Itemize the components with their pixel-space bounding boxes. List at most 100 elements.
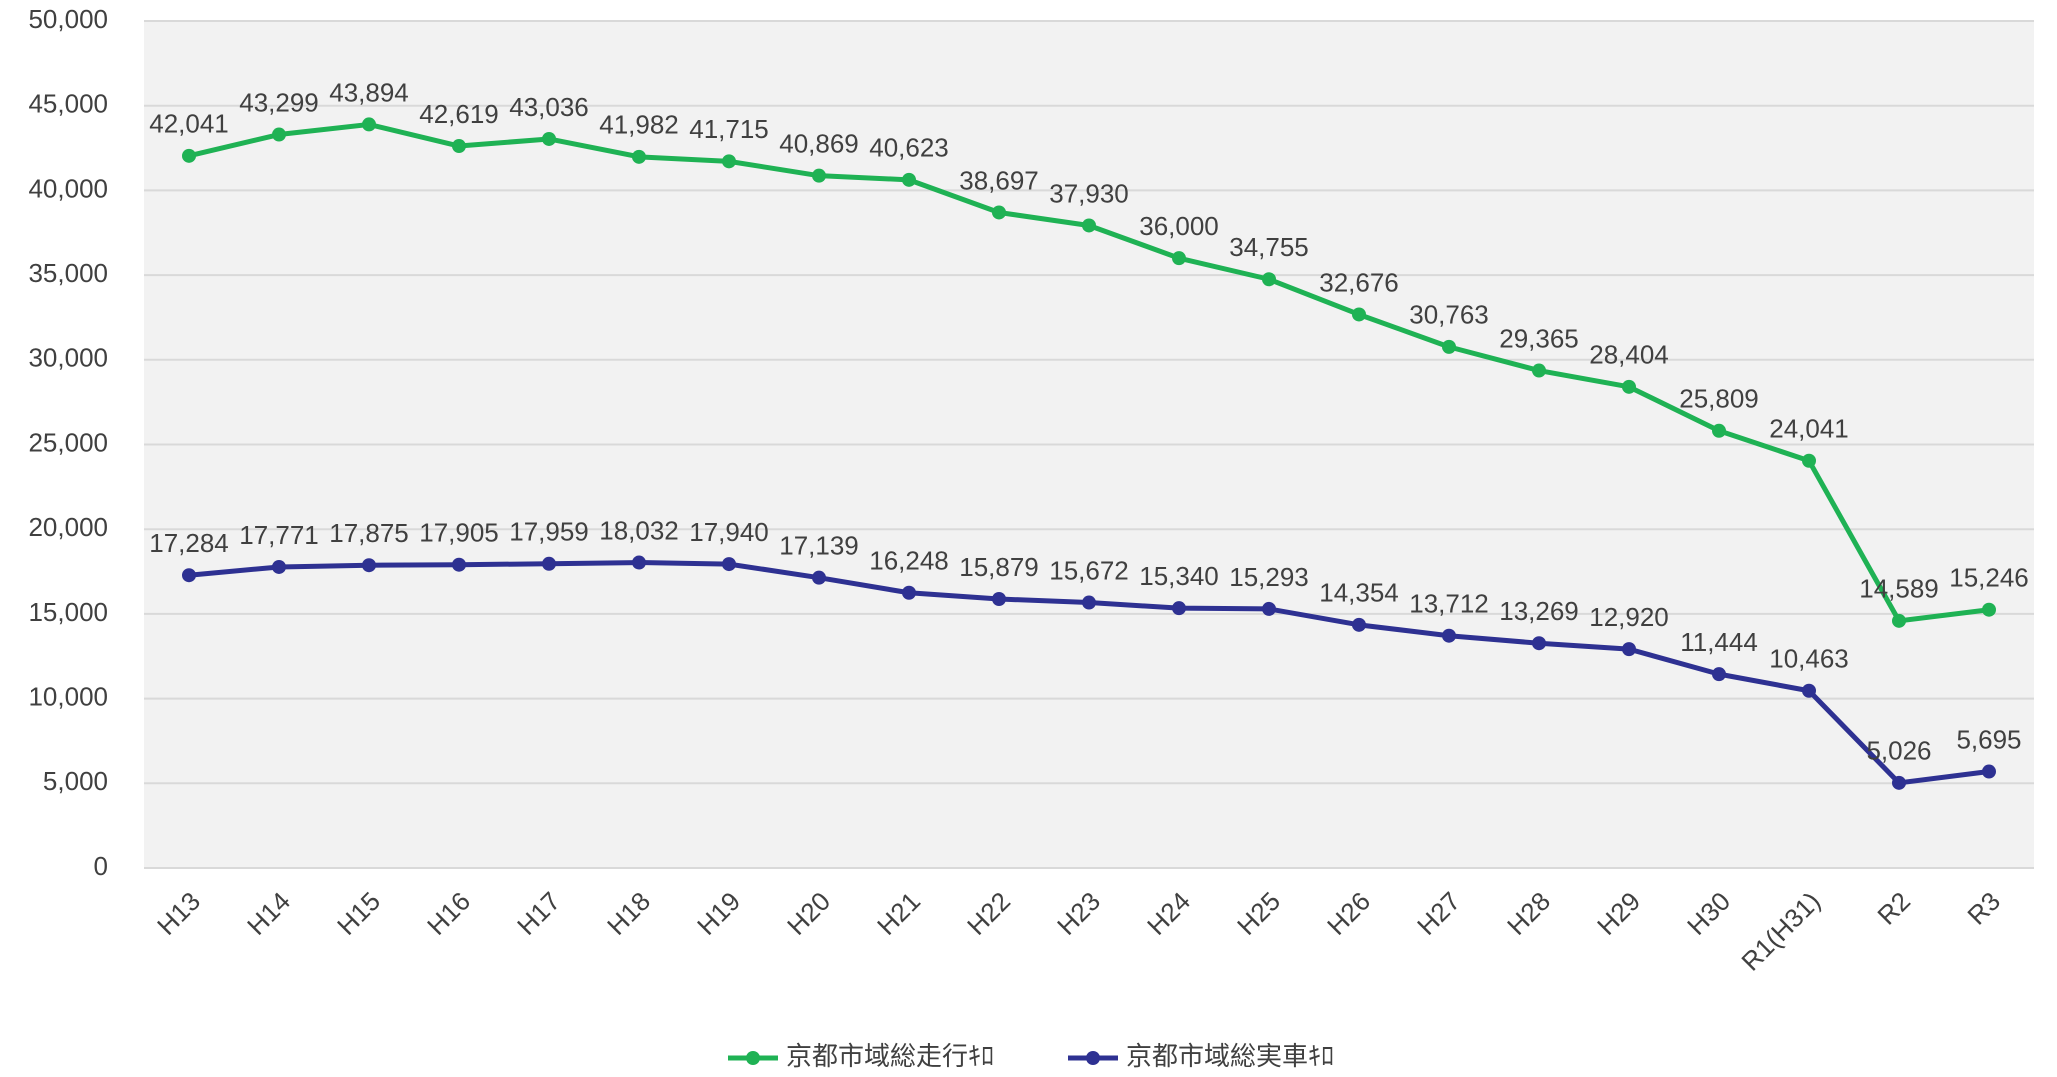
data-label: 17,959 xyxy=(509,517,589,547)
legend-marker xyxy=(746,1051,760,1065)
x-tick-label: H22 xyxy=(961,886,1016,941)
point xyxy=(632,149,646,164)
x-tick-label: H18 xyxy=(601,886,656,941)
point xyxy=(992,592,1006,607)
data-label: 17,771 xyxy=(239,520,319,550)
y-tick-label: 50,000 xyxy=(28,4,108,34)
data-label: 12,920 xyxy=(1589,602,1669,632)
data-label: 17,139 xyxy=(779,531,859,561)
data-label: 38,697 xyxy=(959,165,1039,195)
data-label: 43,299 xyxy=(239,87,319,117)
point xyxy=(182,568,196,583)
point xyxy=(992,205,1006,220)
y-tick-label: 20,000 xyxy=(28,512,108,542)
point xyxy=(1442,339,1456,354)
point xyxy=(272,127,286,142)
data-label: 15,246 xyxy=(1949,563,2029,593)
point xyxy=(542,556,556,571)
data-label: 25,809 xyxy=(1679,384,1759,414)
point xyxy=(902,172,916,187)
x-tick-label: H24 xyxy=(1141,886,1196,941)
data-label: 15,879 xyxy=(959,552,1039,582)
point xyxy=(1262,272,1276,287)
x-tick-label: H15 xyxy=(331,886,386,941)
y-tick-label: 15,000 xyxy=(28,597,108,627)
data-label: 16,248 xyxy=(869,546,949,576)
data-label: 13,712 xyxy=(1409,589,1489,619)
data-label: 18,032 xyxy=(599,515,679,545)
data-label: 17,940 xyxy=(689,517,769,547)
x-tick-label: H29 xyxy=(1591,886,1646,941)
x-tick-label: H14 xyxy=(241,886,296,941)
data-label: 5,695 xyxy=(1956,724,2021,754)
data-label: 29,365 xyxy=(1499,323,1579,353)
x-tick-label: H26 xyxy=(1321,886,1376,941)
x-tick-label: R3 xyxy=(1961,886,2006,931)
point xyxy=(1352,307,1366,322)
x-tick-label: H25 xyxy=(1231,886,1286,941)
point xyxy=(272,559,286,574)
point xyxy=(1712,423,1726,438)
data-label: 30,763 xyxy=(1409,300,1489,330)
point xyxy=(1892,613,1906,628)
data-label: 13,269 xyxy=(1499,596,1579,626)
point xyxy=(1532,363,1546,378)
data-label: 32,676 xyxy=(1319,267,1399,297)
point xyxy=(1082,595,1096,610)
data-label: 15,672 xyxy=(1049,555,1129,585)
point xyxy=(1622,642,1636,657)
point xyxy=(452,557,466,572)
y-tick-label: 5,000 xyxy=(43,766,108,796)
data-label: 28,404 xyxy=(1589,340,1669,370)
point xyxy=(1172,251,1186,266)
x-tick-label: H23 xyxy=(1051,886,1106,941)
x-tick-label: H16 xyxy=(421,886,476,941)
data-label: 17,905 xyxy=(419,518,499,548)
point xyxy=(1082,218,1096,233)
data-label: 24,041 xyxy=(1769,414,1849,444)
point xyxy=(1622,379,1636,394)
legend-label: 京都市域総走行ｷﾛ xyxy=(786,1041,994,1071)
x-tick-label: H19 xyxy=(691,886,746,941)
data-label: 37,930 xyxy=(1049,178,1129,208)
data-label: 43,036 xyxy=(509,92,589,122)
y-tick-label: 30,000 xyxy=(28,343,108,373)
point xyxy=(722,154,736,169)
point xyxy=(1802,683,1816,698)
point xyxy=(1802,453,1816,468)
y-tick-label: 0 xyxy=(94,851,108,881)
point xyxy=(1442,628,1456,643)
y-tick-label: 40,000 xyxy=(28,173,108,203)
x-tick-label: H17 xyxy=(511,886,566,941)
point xyxy=(182,148,196,163)
data-label: 17,875 xyxy=(329,518,409,548)
data-label: 43,894 xyxy=(329,77,409,107)
x-tick-label: R1(H31) xyxy=(1735,886,1826,977)
legend-label: 京都市域総実車ｷﾛ xyxy=(1126,1041,1334,1071)
point xyxy=(1982,602,1996,617)
point xyxy=(1712,667,1726,682)
x-tick-label: H27 xyxy=(1411,886,1466,941)
x-tick-label: H30 xyxy=(1681,886,1736,941)
data-label: 14,589 xyxy=(1859,574,1939,604)
y-tick-label: 10,000 xyxy=(28,681,108,711)
point xyxy=(812,570,826,585)
point xyxy=(812,168,826,183)
x-tick-label: H21 xyxy=(871,886,926,941)
point xyxy=(1352,617,1366,632)
y-tick-label: 35,000 xyxy=(28,258,108,288)
point xyxy=(452,139,466,154)
x-tick-label: H13 xyxy=(151,886,206,941)
point xyxy=(722,557,736,572)
point xyxy=(542,131,556,146)
y-tick-label: 45,000 xyxy=(28,89,108,119)
point xyxy=(362,558,376,573)
point xyxy=(362,117,376,132)
data-label: 15,293 xyxy=(1229,562,1309,592)
data-label: 40,623 xyxy=(869,133,949,163)
x-tick-label: R2 xyxy=(1871,886,1916,931)
point xyxy=(1262,601,1276,616)
data-label: 40,869 xyxy=(779,129,859,159)
data-label: 41,715 xyxy=(689,114,769,144)
data-label: 5,026 xyxy=(1866,736,1931,766)
